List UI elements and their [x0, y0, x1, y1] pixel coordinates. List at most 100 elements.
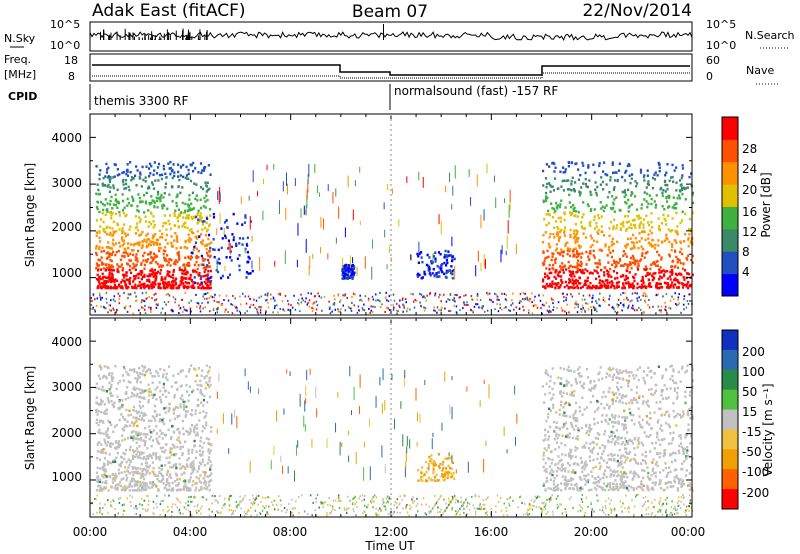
velocity-cell [547, 446, 550, 449]
power-noise-cell [596, 302, 598, 305]
power-cell [154, 283, 157, 286]
power-cell [129, 276, 132, 280]
power-cell [593, 218, 596, 222]
power-cell [572, 187, 575, 191]
power-cell [630, 226, 633, 230]
velocity-cell [170, 453, 173, 457]
velocity-cell [161, 437, 164, 440]
power-streak [515, 243, 517, 255]
velocity-cell [155, 413, 159, 416]
power-noise-cell [311, 306, 313, 309]
power-cell [588, 179, 591, 182]
velocity-cell [169, 437, 173, 441]
velocity-cell [145, 389, 148, 392]
power-noise-cell [473, 305, 476, 308]
velocity-cell [138, 400, 142, 404]
power-noise-cell [462, 307, 464, 310]
power-cell [110, 253, 113, 256]
power-cell [154, 272, 157, 275]
power-noise-cell [619, 302, 622, 305]
power-cell [557, 236, 561, 240]
power-cell [564, 168, 567, 171]
power-cell [635, 182, 639, 185]
power-noise-cell [490, 299, 493, 302]
velocity-cell [598, 371, 601, 374]
power-cell [657, 282, 660, 285]
power-cell [681, 286, 685, 289]
power-cell [572, 209, 575, 213]
velocity-cell [192, 460, 195, 463]
velocity-cell [121, 434, 124, 437]
velocity-cell [666, 486, 669, 489]
power-cell [581, 269, 584, 272]
power-noise-cell [238, 310, 241, 313]
power-noise-cell [90, 303, 93, 306]
power-noise-cell [277, 311, 279, 314]
velocity-cell [109, 442, 113, 445]
power-cell [114, 253, 117, 257]
power-cell [578, 276, 581, 279]
power-noise-cell [165, 293, 168, 296]
power-streak [432, 253, 434, 261]
power-cell [416, 252, 419, 256]
power-streak [506, 235, 508, 250]
power-cell [163, 204, 166, 207]
power-cell [598, 286, 601, 290]
power-cell [584, 236, 588, 239]
power-streak [470, 197, 472, 206]
power-cell [104, 213, 107, 217]
power-cell [664, 190, 667, 193]
power-cell [628, 164, 631, 167]
power-noise-cell [333, 302, 336, 305]
power-cell [177, 213, 180, 217]
velocity-cell [102, 467, 105, 470]
power-cell [670, 273, 674, 276]
velocity-cell [182, 406, 186, 409]
power-noise-cell [273, 307, 276, 310]
power-cell [154, 232, 157, 236]
power-cell [185, 216, 188, 220]
power-noise-cell [398, 304, 400, 307]
power-noise-cell [445, 300, 448, 303]
power-cell [116, 223, 119, 226]
power-cell [172, 276, 175, 280]
power-cell [438, 266, 441, 269]
velocity-cell [189, 427, 192, 431]
power-cell [439, 268, 442, 271]
power-cell [173, 214, 176, 217]
power-streak [219, 212, 221, 224]
velocity-cell [189, 465, 192, 468]
velocity-cell [182, 485, 186, 488]
power-noise-cell [320, 296, 323, 299]
power-cell [346, 273, 349, 277]
power-cell [186, 226, 189, 230]
power-cell [150, 195, 153, 198]
power-cell [560, 199, 563, 202]
velocity-cell [425, 479, 428, 483]
power-noise-cell [595, 307, 597, 310]
power-cell [561, 265, 564, 269]
velocity-cell [432, 471, 435, 475]
power-streak [274, 260, 276, 267]
power-cell [106, 251, 110, 254]
power-noise-cell [647, 303, 649, 306]
power-cell [578, 252, 581, 256]
power-cell [138, 234, 141, 237]
power-cell [663, 239, 667, 242]
power-cell [559, 170, 562, 174]
power-cell [118, 173, 121, 176]
velocity-cell [450, 454, 454, 458]
power-cell [208, 242, 211, 246]
velocity-cell [113, 479, 116, 482]
power-streak [303, 205, 305, 215]
power-noise-cell [451, 298, 454, 301]
velocity-cell [181, 452, 184, 455]
power-noise-cell [476, 293, 479, 296]
velocity-cell [108, 388, 111, 391]
power-noise-cell [412, 300, 415, 303]
power-cell [625, 229, 628, 232]
velocity-cell [161, 431, 164, 435]
power-cell [569, 280, 572, 284]
power-cell [108, 278, 111, 281]
power-cell [201, 169, 204, 172]
